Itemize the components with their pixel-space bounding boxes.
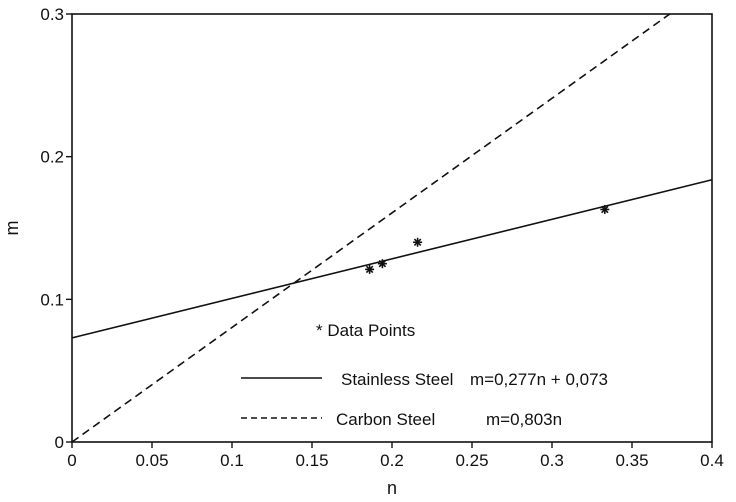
x-tick-label: 0.25 — [455, 451, 488, 470]
x-axis-title: n — [387, 478, 397, 498]
legend: * Data Points Stainless Steel m=0,277n +… — [241, 321, 608, 429]
stainless-steel-fit-line — [71, 179, 713, 339]
y-tick-label: 0.2 — [40, 148, 64, 167]
data-point — [377, 259, 387, 269]
x-tick-label: 0.15 — [295, 451, 328, 470]
data-point — [413, 237, 423, 247]
y-tick-label: 0.3 — [40, 5, 64, 24]
data-points-layer — [365, 204, 610, 274]
legend-carbon-steel-equation: m=0,803n — [486, 410, 562, 429]
x-tick-label: 0.4 — [700, 451, 724, 470]
tick-layer: 0 0.05 0.1 0.15 0.2 0.25 0.3 0.35 0.4 0 0.1 0.2 0.3 — [40, 5, 723, 470]
x-tick-label: 0.2 — [380, 451, 404, 470]
y-tick-label: 0 — [55, 433, 64, 452]
legend-carbon-steel-name: Carbon Steel — [336, 410, 435, 429]
y-axis-title: m — [2, 221, 22, 236]
x-tick-label: 0 — [67, 451, 76, 470]
carbon-steel-fit-line — [71, 13, 671, 443]
x-tick-label: 0.35 — [615, 451, 648, 470]
data-point — [365, 264, 375, 274]
data-point — [600, 204, 610, 214]
legend-stainless-steel-name: Stainless Steel — [341, 370, 453, 389]
legend-stainless-steel-equation: m=0,277n + 0,073 — [470, 370, 608, 389]
plot-frame — [71, 13, 713, 443]
legend-data-points-label: * Data Points — [316, 321, 415, 340]
y-tick-label: 0.1 — [40, 290, 64, 309]
x-tick-label: 0.1 — [220, 451, 244, 470]
x-tick-label: 0.3 — [540, 451, 564, 470]
x-tick-label: 0.05 — [135, 451, 168, 470]
